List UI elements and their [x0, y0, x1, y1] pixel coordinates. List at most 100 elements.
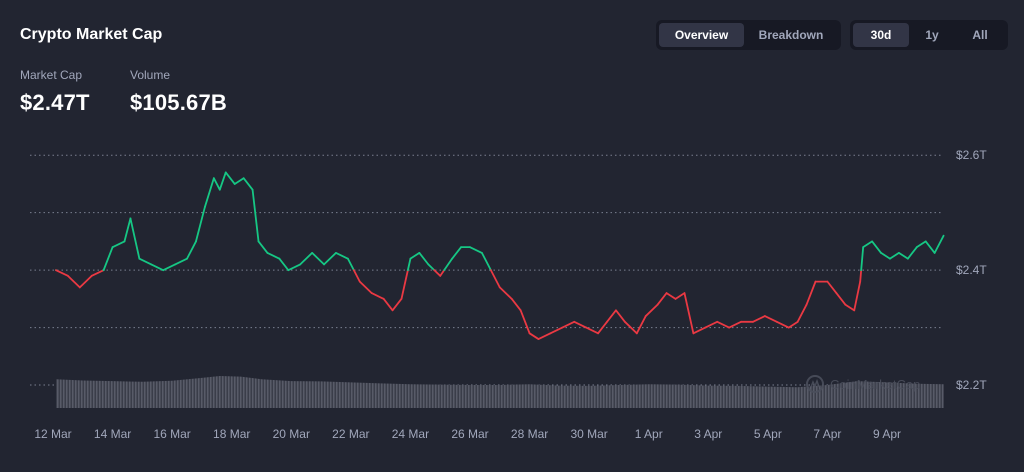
x-tick-label: 18 Mar — [213, 427, 250, 441]
line-segment-up — [933, 234, 945, 254]
line-segment-down — [683, 292, 695, 335]
line-segment-up — [195, 206, 206, 243]
line-segment-up — [451, 246, 462, 260]
line-segment-down — [537, 332, 552, 340]
line-segment-down — [623, 320, 638, 335]
line-segment-down — [439, 269, 446, 277]
line-segment-down — [352, 269, 361, 283]
line-segment-down — [805, 280, 817, 306]
line-segment-down — [674, 292, 686, 300]
line-segment-up — [427, 263, 436, 272]
line-segment-down — [853, 280, 862, 312]
line-segment-down — [55, 269, 69, 277]
line-segment-down — [489, 269, 501, 289]
line-segment-up — [278, 257, 290, 272]
overview-tab[interactable]: Overview — [659, 23, 744, 47]
line-segment-down — [656, 292, 668, 306]
line-segment-up — [218, 171, 227, 191]
y-tick-label: $2.6T — [956, 148, 987, 162]
line-segment-down — [573, 320, 588, 329]
x-tick-label: 28 Mar — [511, 427, 548, 441]
line-segment-up — [880, 251, 891, 260]
coinmarketcap-logo-icon — [806, 375, 824, 393]
x-tick-label: 7 Apr — [813, 427, 841, 441]
line-segment-up — [860, 246, 865, 272]
line-segment-down — [66, 274, 81, 289]
line-segment-up — [150, 263, 165, 272]
line-segment-down — [752, 315, 766, 323]
line-segment-up — [906, 246, 918, 260]
line-segment-up — [257, 240, 269, 254]
x-tick-label: 20 Mar — [273, 427, 310, 441]
x-tick-label: 9 Apr — [873, 427, 901, 441]
line-segment-up — [233, 177, 245, 185]
line-segment-down — [78, 274, 93, 289]
volume-stat: Volume $105.67B — [130, 68, 227, 116]
line-segment-up — [251, 188, 260, 243]
line-segment-down — [787, 320, 799, 329]
line-segment-up — [266, 251, 281, 260]
line-segment-up — [469, 246, 483, 254]
line-segment-up — [871, 240, 882, 254]
line-segment-down — [665, 292, 677, 300]
x-tick-label: 26 Mar — [451, 427, 488, 441]
coinmarketcap-logo-mark-icon — [810, 378, 820, 388]
line-segment-down — [796, 303, 808, 323]
line-segment-up — [323, 251, 337, 266]
line-segment-up — [129, 217, 141, 260]
line-segment-down — [844, 303, 856, 312]
volume-area-shape — [55, 376, 944, 408]
range-30d-tab[interactable]: 30d — [853, 23, 909, 47]
line-segment-down — [549, 326, 564, 335]
line-segment-up — [299, 251, 314, 266]
line-segment-down — [358, 280, 373, 295]
y-axis: $2.6T $2.4T $2.2T — [956, 148, 987, 392]
line-segment-down — [370, 292, 385, 300]
line-segment-down — [90, 269, 105, 277]
line-segment-up — [242, 177, 254, 191]
line-segment-up — [111, 240, 126, 249]
line-segment-down — [606, 309, 617, 323]
view-toggle: Overview Breakdown — [656, 20, 841, 50]
x-tick-label: 12 Mar — [34, 427, 71, 441]
grid-lines — [30, 154, 942, 386]
line-segment-up — [418, 251, 430, 266]
line-segment-down — [835, 292, 847, 306]
x-tick-label: 14 Mar — [94, 427, 131, 441]
line-segment-down — [519, 309, 531, 335]
x-tick-label: 24 Mar — [392, 427, 429, 441]
line-segment-up — [186, 240, 197, 260]
line-segment-up — [138, 257, 153, 266]
line-segment-up — [162, 263, 177, 272]
line-segment-down — [433, 269, 442, 277]
line-segment-up — [915, 240, 927, 249]
line-segment-up — [889, 251, 900, 260]
line-segment-down — [528, 332, 540, 340]
line-segment-up — [406, 257, 412, 272]
watermark-text: CoinMarketCap — [830, 377, 920, 392]
line-segment-down — [716, 320, 731, 329]
line-segment-up — [898, 251, 909, 260]
line-segment-down — [561, 320, 576, 329]
line-segment-down — [391, 297, 403, 312]
line-segment-up — [335, 251, 349, 260]
line-segment-up — [346, 257, 355, 272]
line-segment-up — [174, 257, 188, 266]
line-segment-up — [224, 171, 236, 185]
volume-area — [55, 376, 944, 408]
line-segment-down — [728, 320, 742, 329]
line-segment-down — [382, 297, 394, 312]
market-cap-stat: Market Cap $2.47T — [20, 68, 90, 116]
watermark: CoinMarketCap — [806, 375, 920, 393]
x-tick-label: 1 Apr — [635, 427, 663, 441]
breakdown-tab[interactable]: Breakdown — [758, 28, 824, 42]
range-all-tab[interactable]: All — [972, 28, 988, 42]
line-segment-up — [311, 251, 325, 266]
x-axis: 12 Mar 14 Mar 16 Mar 18 Mar 20 Mar 22 Mar 24 M… — [34, 427, 901, 441]
x-tick-label: 30 Mar — [570, 427, 607, 441]
line-segment-up — [409, 251, 421, 260]
x-tick-label: 16 Mar — [153, 427, 190, 441]
line-segment-down — [510, 297, 522, 312]
range-1y-tab[interactable]: 1y — [925, 28, 939, 42]
